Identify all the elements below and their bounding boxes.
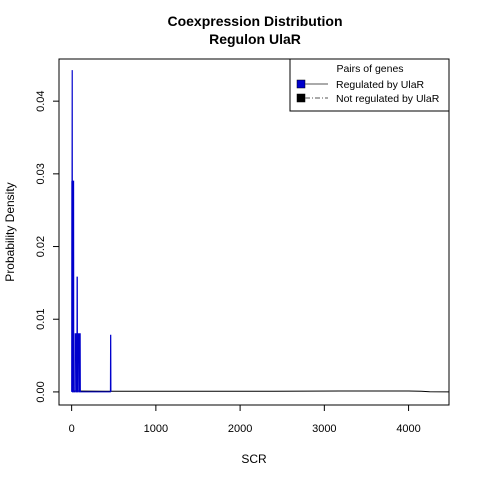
legend-label-regulated: Regulated by UlaR [336,79,425,91]
chart-title: Coexpression Distribution [167,13,342,29]
y-axis-label: Probability Density [3,182,17,281]
y-tick-label: 0.03 [35,163,47,184]
x-tick-label: 1000 [144,423,168,435]
x-tick-label: 2000 [228,423,252,435]
series-layer [71,70,450,393]
x-tick-label: 0 [69,423,75,435]
series-line-regulated [71,70,112,393]
legend-box [289,58,450,112]
legend: Pairs of genes Regulated by UlaR Not reg… [289,58,450,112]
x-axis: 0 1000 2000 3000 4000 [69,405,421,435]
y-tick-label: 0.04 [35,90,47,111]
x-tick-label: 4000 [396,423,420,435]
legend-swatch-regulated [296,79,306,89]
legend-title: Pairs of genes [336,63,403,75]
plot-box [58,58,450,406]
legend-swatch-not-regulated [296,93,306,103]
series-line-not-regulated [71,390,450,393]
chart-subtitle: Regulon UlaR [209,31,301,47]
y-tick-label: 0.02 [35,236,47,257]
x-tick-label: 3000 [312,423,336,435]
y-tick-label: 0.00 [35,381,47,402]
legend-label-not-regulated: Not regulated by UlaR [336,93,440,105]
y-axis: 0.00 0.01 0.02 0.03 0.04 [35,90,59,403]
x-axis-label: SCR [241,452,267,466]
y-tick-label: 0.01 [35,309,47,330]
